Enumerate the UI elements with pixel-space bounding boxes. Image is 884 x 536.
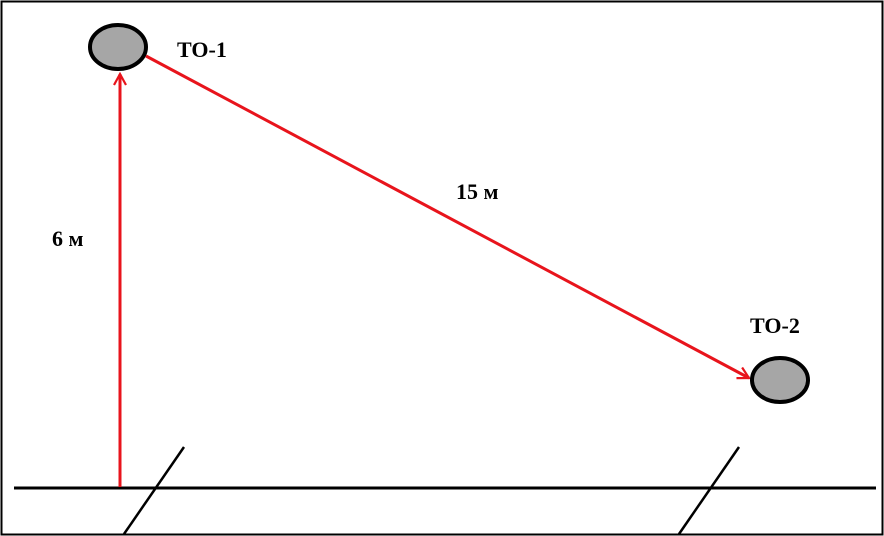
to2-label: ТО-2 xyxy=(750,313,800,338)
to1-node xyxy=(88,23,148,71)
to1-label: ТО-1 xyxy=(177,37,227,62)
ground-hatch-left xyxy=(122,446,186,535)
height-label: 6 м xyxy=(52,226,84,251)
to2-node xyxy=(750,356,810,404)
distance-arrow xyxy=(145,54,749,380)
distance-label: 15 м xyxy=(456,179,499,204)
ground-hatch-right xyxy=(677,446,741,535)
